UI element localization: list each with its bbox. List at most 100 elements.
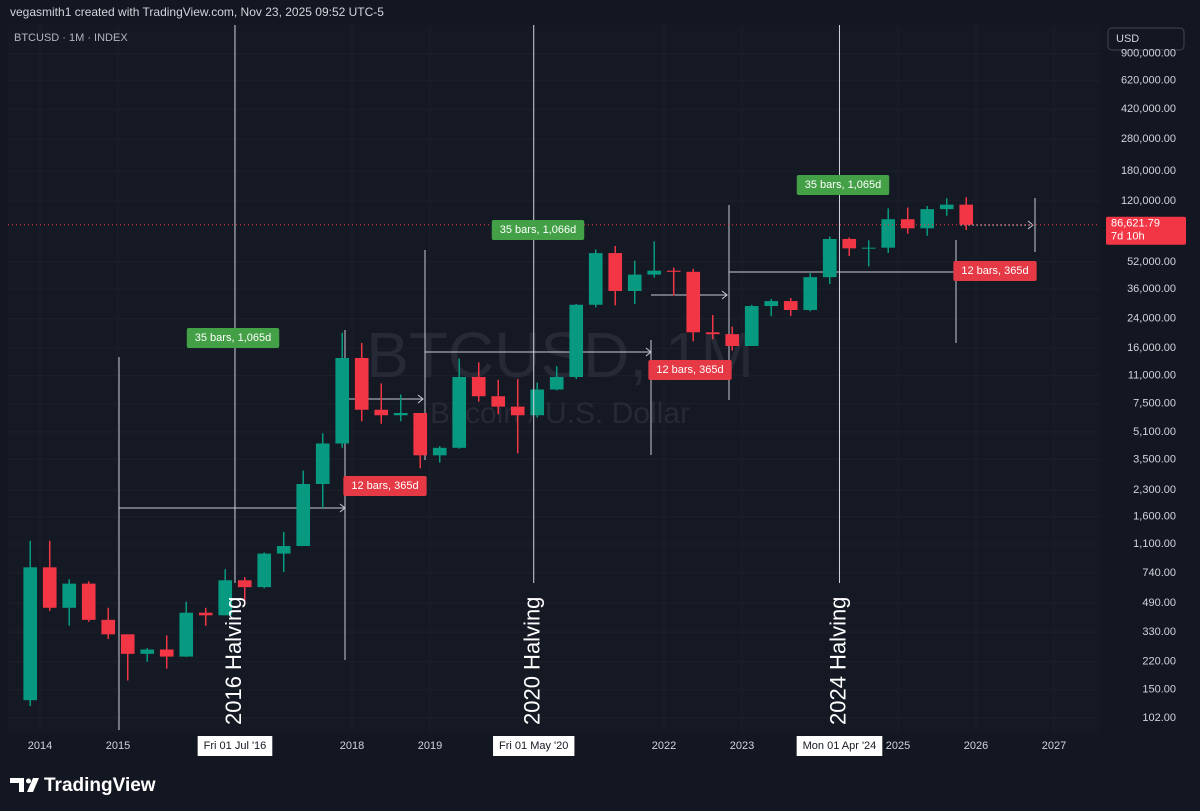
candle-body: [959, 204, 974, 225]
y-tick-label: 1,100.00: [1133, 538, 1176, 550]
candle-body: [510, 406, 525, 416]
candle-body: [62, 583, 77, 608]
countdown: 7d 10h: [1111, 231, 1145, 243]
last-price-tag: [1106, 216, 1186, 245]
candle-body: [374, 409, 389, 416]
y-tick-label: 900,000.00: [1121, 47, 1176, 59]
y-tick-label: 330.00: [1142, 626, 1176, 638]
y-tick-label: 490.00: [1142, 597, 1176, 609]
y-tick-label: 36,000.00: [1127, 283, 1176, 295]
date-badge-label: Mon 01 Apr '24: [803, 740, 877, 752]
candle-body: [705, 332, 720, 335]
annotation-box: [953, 261, 1037, 281]
date-badge: [493, 736, 575, 756]
candle-body: [179, 612, 194, 657]
currency[interactable]: USD: [1116, 33, 1139, 45]
y-tick-label: 1,600.00: [1133, 511, 1176, 523]
date-badge: [197, 736, 273, 756]
candle-body: [549, 376, 564, 390]
logo-mark: [10, 778, 24, 792]
candle-body: [686, 271, 701, 333]
date-badge: [796, 736, 883, 756]
candle-body: [920, 209, 935, 229]
y-tick-label: 52,000.00: [1127, 256, 1176, 268]
annotation-label: 35 bars, 1,065d: [805, 179, 881, 191]
candle-body: [432, 447, 447, 456]
candle-body: [471, 376, 486, 397]
candle-body: [452, 376, 467, 448]
candle-body: [42, 567, 57, 608]
candle-body: [881, 219, 896, 248]
candle-body: [413, 412, 428, 456]
annotation-box: [491, 220, 585, 240]
candle-body: [491, 396, 506, 407]
y-tick-label: 24,000.00: [1127, 313, 1176, 325]
y-tick-label: 420,000.00: [1121, 103, 1176, 115]
y-tick-label: 220.00: [1142, 656, 1176, 668]
currency-button[interactable]: [1107, 27, 1185, 51]
logo: [10, 778, 39, 792]
candle-body: [257, 553, 272, 588]
x-tick-label: 2025: [886, 740, 910, 752]
x-tick-label: 2022: [652, 740, 676, 752]
candle-body: [315, 443, 330, 484]
annotation-label: 35 bars, 1,066d: [500, 224, 576, 236]
halving-label: 2024 Halving: [825, 597, 850, 725]
arrow-head: [417, 394, 424, 404]
symbol-title: BTCUSD · 1M · INDEX: [14, 32, 128, 44]
y-tick-label: 7,500.00: [1133, 398, 1176, 410]
annotation-label: 12 bars, 365d: [656, 364, 723, 376]
candle-body: [666, 270, 681, 272]
arrow-head: [721, 290, 728, 300]
candle-body: [393, 412, 408, 416]
y-tick-label: 150.00: [1142, 684, 1176, 696]
x-tick-label: 2018: [340, 740, 364, 752]
candle-body: [530, 389, 545, 416]
overlay: 2016 Halving 2020 Halving 2024 Halving 35 b…: [8, 25, 1100, 725]
logo-mark: [27, 778, 39, 792]
y-tick-label: 180,000.00: [1121, 165, 1176, 177]
candle-body: [159, 649, 174, 657]
date-badge-label: Fri 01 May '20: [499, 740, 568, 752]
x-tick-label: 2014: [28, 740, 52, 752]
candle-body: [237, 580, 252, 588]
last-price-label: 86,621.79: [1111, 218, 1160, 230]
annotation-box: [343, 476, 427, 496]
y-tick-label: 16,000.00: [1127, 342, 1176, 354]
candle-body: [354, 358, 369, 410]
watermark-subtitle: Bitcoin / U.S. Dollar: [430, 397, 690, 430]
x-tick-label: 2019: [418, 740, 442, 752]
logo-mark: [26, 778, 31, 784]
candle-body: [939, 204, 954, 210]
annotation-label: 12 bars, 365d: [351, 480, 418, 492]
candle-body: [861, 247, 876, 249]
candle-body: [296, 483, 311, 547]
candle-body: [120, 634, 135, 654]
candle-body: [608, 253, 623, 292]
annotation-label: 12 bars, 365d: [961, 265, 1028, 277]
y-tick-label: 5,100.00: [1133, 426, 1176, 438]
y-tick-label: 740.00: [1142, 567, 1176, 579]
grid: [8, 25, 1100, 733]
x-tick-label: 2015: [106, 740, 130, 752]
candle-body: [198, 612, 213, 616]
candle-body: [725, 334, 740, 346]
candle-body: [764, 301, 779, 307]
annotation-label: 35 bars, 1,065d: [195, 332, 271, 344]
credit: vegasmith1 created with TradingView.com,…: [10, 5, 384, 19]
candle-body: [627, 274, 642, 292]
brand: TradingView: [44, 775, 156, 796]
candle-body: [276, 546, 291, 554]
candle-body: [842, 238, 857, 249]
candle-body: [588, 253, 603, 305]
candle-body: [218, 580, 233, 616]
y-tick-label: 120,000.00: [1121, 195, 1176, 207]
candle-body: [101, 619, 116, 635]
y-tick-label: 2,300.00: [1133, 484, 1176, 496]
candle-body: [744, 306, 759, 346]
candle-body: [803, 277, 818, 310]
candle-body: [647, 270, 662, 275]
candle-body: [569, 304, 584, 377]
annotation-box: [796, 175, 890, 195]
